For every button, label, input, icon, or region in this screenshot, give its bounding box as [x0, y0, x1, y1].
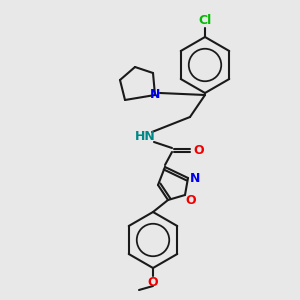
Text: O: O — [148, 275, 158, 289]
Text: Cl: Cl — [198, 14, 212, 28]
Text: O: O — [194, 145, 204, 158]
Text: HN: HN — [135, 130, 155, 143]
Text: O: O — [186, 194, 196, 206]
Text: N: N — [190, 172, 200, 184]
Text: N: N — [150, 88, 160, 100]
